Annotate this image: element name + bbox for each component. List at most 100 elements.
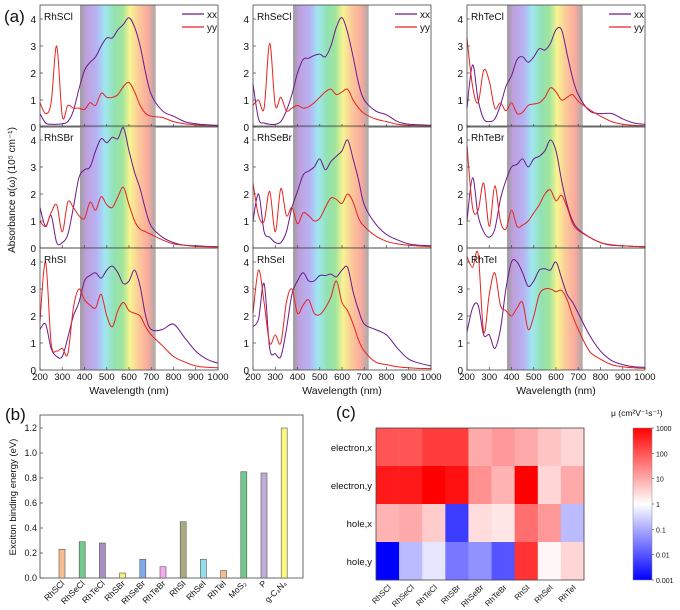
y-tick-label: 3 — [30, 42, 36, 53]
series-line-yy — [252, 42, 432, 127]
x-tick-label: 400 — [504, 372, 520, 383]
colorbar-tick-label: 0.1 — [656, 527, 666, 534]
y-tick-label: 2 — [243, 69, 249, 80]
y-tick-label: 4 — [30, 136, 36, 147]
bar-3 — [119, 572, 126, 579]
panel-title: RhSI — [44, 255, 66, 266]
heatmap-cell — [560, 504, 585, 543]
row-label: hole,y — [347, 557, 373, 568]
heatmap-cell — [376, 542, 400, 581]
column-label: RhTeBr — [483, 583, 508, 608]
plot-frame — [375, 427, 585, 581]
x-axis-label: Wavelength (nm) — [302, 385, 382, 397]
series-line-xx — [252, 265, 432, 367]
x-tick-label: 500 — [99, 372, 115, 383]
heatmap-cell — [468, 428, 492, 467]
series-line-xx — [39, 127, 219, 248]
y-tick-label: 3 — [457, 42, 463, 53]
heatmap-cell — [491, 428, 515, 467]
column-label: RhSeBr — [459, 583, 485, 609]
legend-label-yy: yy — [420, 23, 430, 34]
heatmap-cell — [376, 466, 400, 505]
heatmap-cell — [514, 428, 539, 467]
y-tick-label: 0 — [457, 366, 463, 377]
heatmap-cell — [422, 466, 446, 505]
heatmap-cell — [399, 466, 423, 505]
colorbar-tick-label: 10 — [656, 477, 664, 484]
heatmap-cell — [514, 466, 539, 505]
y-tick-label: 3 — [457, 163, 463, 174]
legend-label-xx: xx — [634, 10, 644, 21]
panel-title: RhTeCl — [471, 12, 504, 23]
colorbar — [632, 427, 653, 581]
heatmap-cell — [514, 542, 539, 581]
y-tick-label: 3 — [30, 163, 36, 174]
panel-title: RhTeI — [471, 255, 497, 266]
row-label: hole,x — [347, 519, 373, 530]
y-tick-label: 2 — [30, 312, 36, 323]
legend-label-yy: yy — [634, 23, 644, 34]
y-tick-label: 1 — [457, 96, 463, 107]
series-line-yy — [252, 183, 432, 248]
absorbance-panel-rhsebr: RhSeBr 0 1 2 3 4 — [243, 125, 432, 255]
absorbance-panel-rhsi: RhSI 0 1 2 3 4 200 300 400 500 600 700 800 900 1000 Wav… — [30, 247, 229, 397]
heatmap-cell — [514, 504, 539, 543]
bar-5 — [159, 566, 167, 579]
y-tick-label: 3 — [243, 42, 249, 53]
y-tick-label: 1 — [30, 96, 36, 107]
colorbar-tick-label: 100 — [656, 451, 668, 458]
panel-title: RhTeBr — [471, 133, 505, 144]
x-axis-label: Wavelength (nm) — [89, 385, 169, 397]
y-tick-label: 0 — [243, 366, 249, 377]
heatmap-cell — [560, 542, 585, 581]
heatmap-cell — [399, 504, 423, 543]
y-axis-label: Absorbance α(ω) (10⁵ cm⁻¹) — [7, 127, 18, 253]
visible-spectrum-band — [507, 5, 583, 127]
absorbance-panel-rhtebr: RhTeBr 0 1 2 3 4 — [457, 125, 646, 255]
y-tick-label: 0 — [457, 244, 463, 255]
x-tick-label: 700 — [570, 372, 586, 383]
y-tick-label: 4 — [243, 15, 249, 26]
bar-9 — [240, 471, 248, 579]
column-label: RhSeI — [533, 583, 555, 605]
y-tick-label: 0.6 — [24, 498, 37, 508]
panel-label-a: (a) — [4, 7, 25, 26]
series-line-xx — [252, 139, 432, 247]
x-tick-label: 800 — [166, 372, 182, 383]
heatmap-cell — [537, 542, 562, 581]
x-tick-label: 400 — [77, 372, 93, 383]
y-tick-label: 1 — [243, 339, 249, 350]
heatmap-cell — [491, 466, 515, 505]
category-label: RhTeCl — [80, 578, 107, 605]
heatmap-cell — [445, 428, 469, 467]
panel-label-b: (b) — [5, 405, 26, 424]
legend-label-xx: xx — [207, 10, 217, 21]
heatmap-cell — [376, 504, 400, 543]
heatmap-cell — [445, 542, 469, 581]
bar-7 — [200, 558, 207, 579]
series-line-yy — [252, 269, 432, 370]
bar-8 — [220, 570, 227, 579]
mobility-heatmap: (c)electron,xelectron,yhole,xhole,yRhSCl… — [331, 403, 674, 609]
category-label: P — [257, 578, 268, 589]
x-tick-label: 300 — [267, 372, 283, 383]
y-tick-label: 2 — [30, 190, 36, 201]
colorbar-title: μ (cm²V⁻¹s⁻¹) — [611, 408, 663, 418]
panel-title: RhSeI — [257, 255, 285, 266]
column-label: RhTeI — [557, 583, 578, 604]
y-tick-label: 2 — [457, 312, 463, 323]
y-tick-label: 0.2 — [24, 548, 37, 558]
x-tick-label: 300 — [54, 372, 70, 383]
x-tick-label: 500 — [526, 372, 542, 383]
visible-spectrum-band — [293, 5, 369, 127]
series-line-xx — [39, 17, 219, 126]
series-line-yy — [39, 261, 219, 369]
absorbance-panel-rhsei: RhSeI 0 1 2 3 4 200 300 400 500 600 700 800 900 1000 Wa… — [243, 247, 442, 397]
y-tick-label: 1.2 — [24, 423, 37, 433]
heatmap-cell — [376, 428, 400, 467]
y-tick-label: 2 — [243, 312, 249, 323]
x-tick-label: 600 — [548, 372, 564, 383]
y-tick-label: 2 — [457, 69, 463, 80]
y-tick-label: 1 — [243, 217, 249, 228]
x-tick-label: 200 — [245, 372, 261, 383]
